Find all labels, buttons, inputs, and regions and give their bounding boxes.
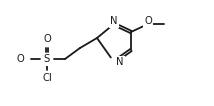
- Text: O: O: [144, 16, 152, 26]
- Text: O: O: [43, 34, 51, 44]
- Text: Cl: Cl: [42, 73, 52, 83]
- Text: N: N: [110, 16, 118, 26]
- Text: O: O: [16, 54, 24, 64]
- Text: N: N: [116, 57, 123, 67]
- Text: S: S: [44, 54, 50, 64]
